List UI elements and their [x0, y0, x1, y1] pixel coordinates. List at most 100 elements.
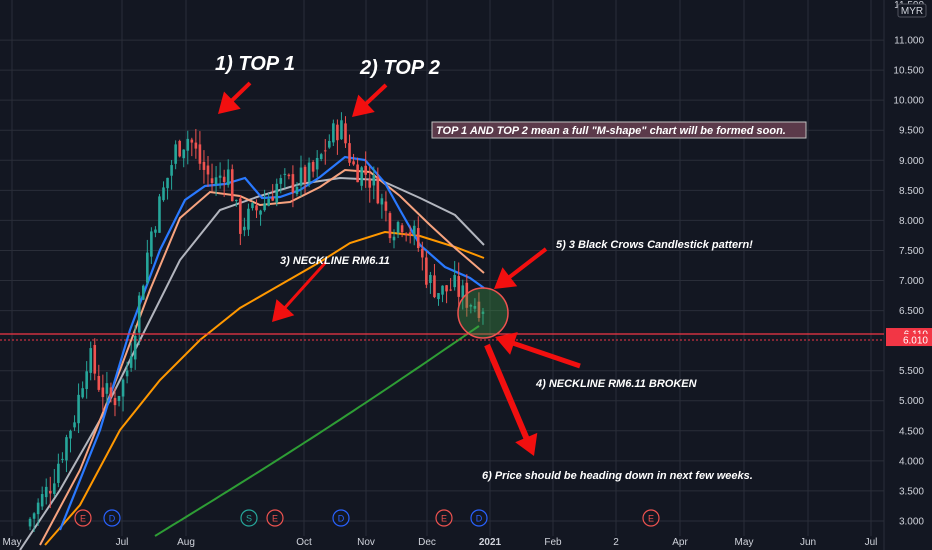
y-tick-label: 7.500: [899, 246, 924, 257]
candle-body: [259, 210, 262, 215]
candle-body: [348, 143, 351, 163]
event-marker-circle: [103, 509, 121, 527]
candle-body: [230, 169, 234, 202]
event-marker-circle: [240, 509, 258, 527]
ma-line-blue: [58, 155, 485, 531]
candle-body: [28, 518, 32, 527]
candles: [28, 112, 485, 532]
candle-body: [65, 437, 68, 461]
price-label-1: 6.010: [886, 334, 932, 347]
candle-body: [73, 422, 76, 428]
candle-body: [243, 226, 246, 231]
arrow-neckline-broken: [495, 332, 581, 369]
x-tick-label: Jul: [116, 537, 129, 548]
candle-body: [117, 395, 121, 401]
event-marker: D: [470, 509, 488, 527]
price-label-box: [886, 334, 932, 347]
event-marker: D: [103, 509, 121, 527]
candle-body: [271, 196, 274, 201]
candle-body: [283, 173, 287, 175]
candle-body: [133, 335, 137, 360]
candle-body: [206, 165, 210, 175]
x-tick-label: May: [3, 537, 22, 548]
candle-body: [178, 140, 181, 157]
y-tick-label: 10.000: [893, 96, 924, 107]
candle-body: [429, 274, 432, 283]
candle-body: [368, 179, 372, 188]
candle-body: [93, 345, 97, 374]
candle-body: [210, 178, 214, 184]
candle-body: [32, 513, 36, 519]
candle-body: [396, 222, 400, 233]
candle-body: [113, 398, 117, 406]
annotation-neckline-broken: 4) NECKLINE RM6.11 BROKEN: [535, 378, 698, 390]
candle-body: [53, 483, 56, 494]
candle-body: [154, 229, 157, 233]
y-tick-label: 5.500: [899, 366, 924, 377]
event-marker: E: [642, 509, 660, 527]
candle-body: [332, 123, 335, 143]
candle-body: [234, 199, 238, 202]
event-marker-label: E: [272, 514, 278, 524]
ma-line-green: [154, 325, 480, 537]
candle-body: [190, 139, 194, 143]
arrow-neckline: [272, 261, 328, 322]
candle-body: [105, 383, 109, 394]
candle-body: [89, 348, 93, 373]
candle-body: [77, 394, 80, 424]
candle-body: [194, 142, 198, 149]
candle-body: [36, 502, 40, 515]
candle-body: [319, 154, 323, 160]
candle-body: [275, 183, 279, 203]
candle-body: [437, 293, 440, 300]
candle-body: [40, 494, 44, 507]
candle-body: [445, 285, 448, 292]
x-tick-label: Jul: [865, 537, 878, 548]
x-tick-label: Aug: [177, 537, 195, 548]
candle-body: [287, 174, 291, 177]
candle-body: [182, 149, 186, 159]
candle-body: [433, 275, 436, 298]
currency-badge: MYR: [897, 3, 927, 18]
candle-body: [311, 161, 315, 172]
candle-body: [202, 161, 206, 170]
annotation-price-down: 6) Price should be heading down in next …: [482, 470, 753, 482]
grid-lines: [0, 0, 884, 536]
arrow-price-down: [484, 343, 538, 456]
candle-body: [392, 236, 396, 241]
candle-body: [380, 198, 384, 205]
x-tick-label: May: [735, 537, 754, 548]
annotation-top1: 1) TOP 1: [215, 53, 295, 75]
event-marker-label: E: [648, 514, 654, 524]
annotation-note-box: [431, 121, 807, 139]
event-marker-circle: [435, 509, 453, 527]
event-marker-circle: [470, 509, 488, 527]
annotation-note-text: TOP 1 AND TOP 2 mean a full "M-shape" ch…: [436, 125, 786, 137]
event-marker-circle: [642, 509, 660, 527]
y-tick-label: 5.000: [899, 396, 924, 407]
candle-body: [141, 285, 145, 300]
candle-body: [388, 213, 392, 239]
event-marker-label: D: [476, 514, 483, 524]
event-marker: E: [266, 509, 284, 527]
candle-body: [255, 205, 258, 211]
candle-body: [125, 370, 129, 377]
candle-body: [146, 252, 149, 283]
annotation-top2: 2) TOP 2: [359, 57, 440, 79]
event-marker: D: [332, 509, 350, 527]
candle-body: [218, 175, 222, 178]
event-marker-circle: [266, 509, 284, 527]
candle-body: [295, 186, 299, 195]
candle-body: [137, 295, 141, 333]
event-marker-circle: [74, 509, 92, 527]
annotation-note: TOP 1 AND TOP 2 mean a full "M-shape" ch…: [431, 121, 807, 139]
candle-body: [97, 375, 101, 390]
candle-body: [214, 177, 218, 185]
candle-body: [81, 388, 84, 398]
candle-body: [372, 175, 376, 186]
candle-body: [477, 301, 481, 318]
candle-body: [57, 463, 60, 483]
y-tick-label: 8.000: [899, 216, 924, 227]
